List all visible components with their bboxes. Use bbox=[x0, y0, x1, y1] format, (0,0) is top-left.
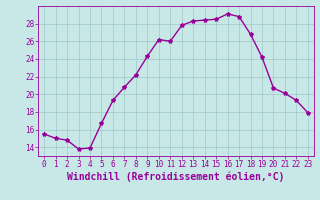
X-axis label: Windchill (Refroidissement éolien,°C): Windchill (Refroidissement éolien,°C) bbox=[67, 172, 285, 182]
